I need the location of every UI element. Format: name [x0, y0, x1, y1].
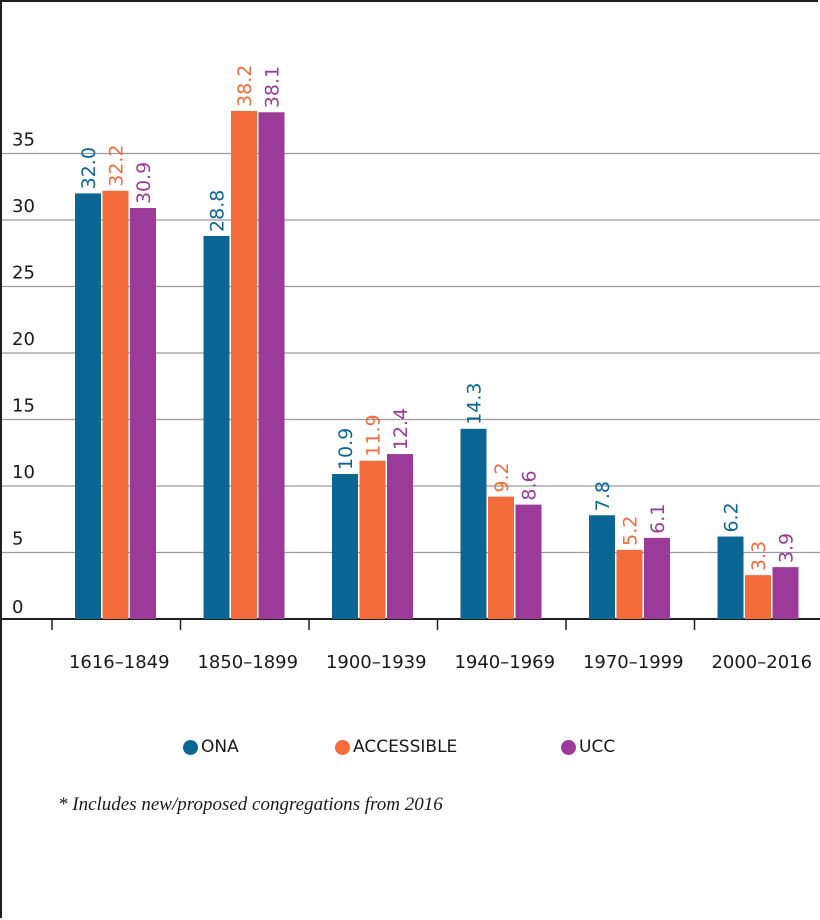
x-tick-label: 1850–1899 [197, 652, 298, 673]
legend-label: ACCESSIBLE [353, 737, 458, 757]
legend-marker [335, 739, 350, 755]
data-label: 6.1 [647, 504, 669, 534]
bar [644, 537, 670, 619]
bar [460, 428, 487, 619]
bar [102, 190, 129, 620]
data-label: 30.9 [133, 162, 155, 204]
bar [488, 496, 514, 619]
bar [717, 536, 744, 619]
data-label: 32.2 [106, 144, 128, 186]
data-label: 38.2 [234, 65, 256, 107]
bar [772, 567, 799, 619]
data-label: 32.0 [78, 147, 100, 189]
data-label: 38.1 [262, 66, 284, 108]
bar [745, 575, 771, 619]
bar [231, 110, 257, 619]
x-tick-label: 1970–1999 [583, 652, 684, 673]
data-label: 7.8 [592, 481, 614, 511]
y-tick-label: 0 [12, 597, 23, 618]
y-tick-label: 25 [12, 263, 35, 284]
y-tick-label: 35 [12, 130, 35, 151]
y-tick-label: 10 [12, 462, 35, 483]
bar [616, 549, 643, 619]
legend-marker [561, 739, 576, 755]
x-tick-label: 1940–1969 [454, 652, 555, 673]
footnote: * Includes new/proposed congregations fr… [58, 794, 443, 815]
y-tick-label: 5 [12, 529, 23, 550]
data-label: 3.3 [748, 541, 770, 571]
legend-item: UCC [561, 732, 615, 762]
x-tick-label: 2000–2016 [711, 652, 812, 673]
legend-item: ACCESSIBLE [335, 732, 457, 762]
bar [515, 504, 542, 619]
bar [203, 235, 230, 619]
x-tick-label: 1900–1939 [326, 652, 427, 673]
legend-label: UCC [579, 737, 616, 757]
data-label: 5.2 [620, 516, 642, 546]
bar [332, 474, 358, 619]
bar [387, 454, 413, 619]
legend-marker [183, 739, 198, 755]
legend-label: ONA [201, 737, 239, 757]
data-label: 28.8 [207, 190, 229, 232]
y-tick-label: 30 [12, 196, 35, 217]
bar [359, 460, 386, 619]
data-label: 8.6 [519, 470, 541, 500]
legend: ONA ACCESSIBLE UCC [0, 732, 820, 762]
bar-chart: 0 5 10 15 20 25 30 35 32.0 32.2 30.9 1616–1849 28.8 3… [2, 65, 820, 673]
y-tick-label: 20 [12, 329, 35, 350]
data-label: 6.2 [721, 502, 743, 532]
x-tick-label: 1616–1849 [69, 652, 170, 673]
data-label: 14.3 [464, 382, 486, 424]
data-label: 9.2 [491, 462, 513, 492]
data-label: 10.9 [335, 428, 357, 470]
bar [258, 112, 285, 620]
bar [130, 208, 156, 619]
legend-item: ONA [183, 732, 239, 762]
data-label: 3.9 [776, 533, 798, 563]
y-tick-label: 15 [12, 396, 35, 417]
data-label: 11.9 [363, 414, 385, 456]
bar [589, 515, 615, 619]
bar [75, 193, 101, 619]
data-label: 12.4 [390, 408, 412, 450]
